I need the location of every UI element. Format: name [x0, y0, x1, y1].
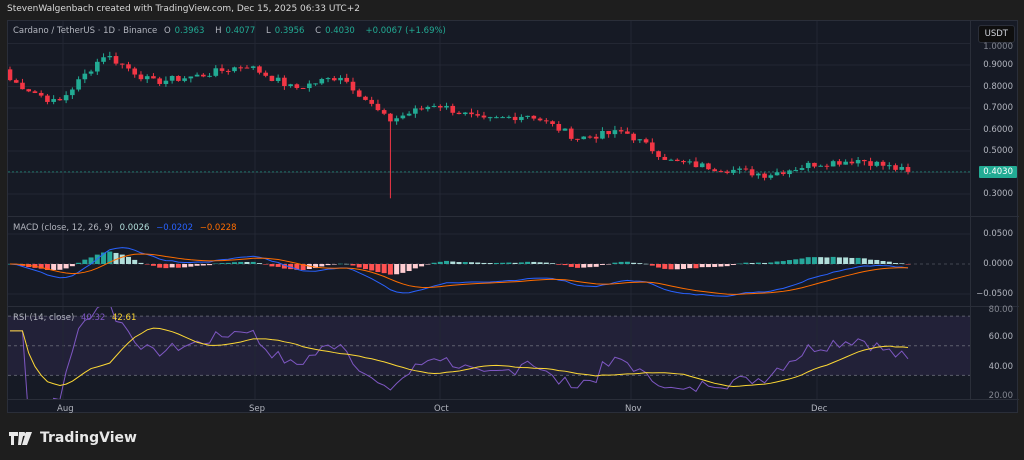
- tradingview-logo-icon: [9, 431, 32, 445]
- time-tick-aug: Aug: [57, 404, 74, 414]
- macd-axis[interactable]: 0.0500 0.0000 −0.0500: [970, 217, 1019, 306]
- high-value: 0.4077: [225, 26, 256, 36]
- time-tick-dec: Dec: [811, 404, 828, 414]
- pane-divider[interactable]: [8, 306, 1019, 307]
- high-label: H: [215, 26, 222, 36]
- chart-credit: StevenWalgenbach created with TradingVie…: [7, 4, 360, 14]
- last-price-tag: 0.4030: [979, 166, 1017, 178]
- candlestick-chart: [8, 21, 970, 216]
- price-pane[interactable]: Cardano / TetherUS · 1D · Binance O 0.396…: [8, 21, 970, 216]
- rsi-tick: 20.00: [988, 391, 1013, 401]
- macd-tick: 0.0000: [983, 259, 1013, 269]
- change-value: +0.0067 (+1.69%): [365, 26, 446, 36]
- time-tick-oct: Oct: [434, 404, 449, 414]
- rsi-pane[interactable]: RSI (14, close) 40.32 42.61: [8, 307, 970, 399]
- macd-line-value: −0.0202: [156, 223, 193, 233]
- macd-signal-value: −0.0228: [199, 223, 237, 233]
- rsi-chart: [8, 307, 970, 399]
- tradingview-logo[interactable]: TradingView: [9, 430, 137, 446]
- price-tick: 1.0000: [983, 42, 1013, 52]
- macd-tick: −0.0500: [976, 289, 1013, 299]
- price-tick: 0.7000: [983, 103, 1013, 113]
- rsi-ma-value: 42.61: [112, 313, 137, 323]
- rsi-axis[interactable]: 80.00 60.00 40.00 20.00: [970, 305, 1019, 401]
- rsi-tick: 60.00: [988, 332, 1013, 342]
- rsi-tick: 80.00: [988, 305, 1013, 315]
- price-tick: 0.9000: [983, 60, 1013, 70]
- symbol-legend: Cardano / TetherUS · 1D · Binance O 0.396…: [13, 26, 450, 36]
- open-value: 0.3963: [174, 26, 205, 36]
- close-value: 0.4030: [325, 26, 355, 36]
- price-tick: 0.8000: [983, 82, 1013, 92]
- macd-title: MACD (close, 12, 26, 9): [13, 223, 113, 233]
- macd-pane[interactable]: MACD (close, 12, 26, 9) 0.0026 −0.0202 −…: [8, 217, 970, 306]
- macd-chart: [8, 217, 970, 306]
- open-label: O: [163, 26, 171, 36]
- price-tick: 0.6000: [983, 125, 1013, 135]
- pane-divider[interactable]: [8, 216, 1019, 217]
- rsi-title: RSI (14, close): [13, 313, 75, 323]
- price-tick: 0.3000: [983, 189, 1013, 199]
- time-axis-divider: [8, 399, 1019, 400]
- low-value: 0.3956: [274, 26, 305, 36]
- time-tick-sep: Sep: [249, 404, 266, 414]
- rsi-legend: RSI (14, close) 40.32 42.61: [13, 313, 140, 323]
- chart-frame: Cardano / TetherUS · 1D · Binance O 0.396…: [7, 20, 1019, 414]
- symbol-title: Cardano / TetherUS · 1D · Binance: [13, 26, 158, 36]
- currency-button[interactable]: USDT: [977, 25, 1015, 43]
- rsi-value: 40.32: [80, 313, 106, 323]
- low-label: L: [265, 26, 271, 36]
- time-tick-nov: Nov: [625, 404, 642, 414]
- price-axis[interactable]: USDT 1.0000 0.9000 0.8000 0.7000 0.6000 …: [970, 21, 1019, 216]
- macd-histogram-value: 0.0026: [119, 223, 150, 233]
- price-tick: 0.5000: [983, 146, 1013, 156]
- close-label: C: [315, 26, 322, 36]
- macd-legend: MACD (close, 12, 26, 9) 0.0026 −0.0202 −…: [13, 223, 241, 233]
- rsi-tick: 40.00: [988, 362, 1013, 372]
- brand-name: TradingView: [40, 430, 137, 446]
- macd-tick: 0.0500: [983, 229, 1013, 239]
